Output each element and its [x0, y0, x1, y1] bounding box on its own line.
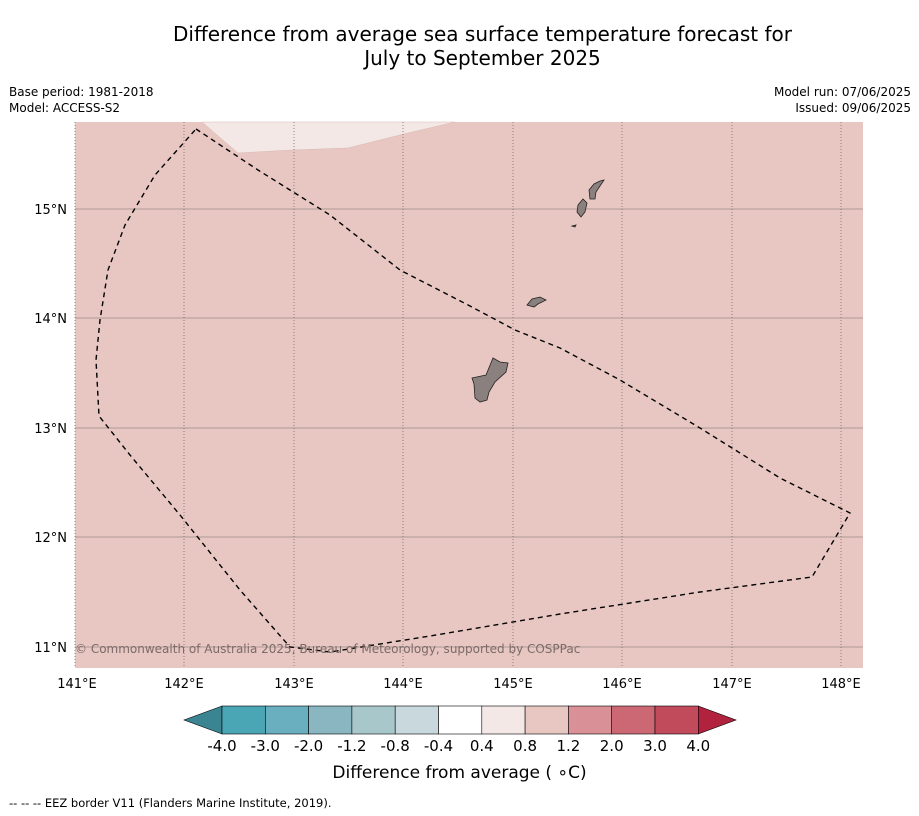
sst-anomaly-patch	[201, 121, 456, 154]
lat-label-13: 13°N	[34, 422, 67, 437]
colorbar-tick-label: 3.0	[643, 737, 667, 755]
colorbar-segment	[308, 705, 353, 735]
title-line-1: Difference from average sea surface temp…	[172, 22, 792, 46]
eez-legend-note: -- -- -- EEZ border V11 (Flanders Marine…	[9, 796, 332, 810]
colorbar-segment	[524, 705, 569, 735]
lon-label-143: 143°E	[274, 677, 314, 692]
meta-right: Model run: 07/06/2025 Issued: 09/06/2025	[774, 84, 911, 116]
colorbar-tick-label: 0.4	[470, 737, 494, 755]
title-line-2: July to September 2025	[364, 46, 601, 70]
colorbar-tick-label: -4.0	[207, 737, 236, 755]
colorbar-tick-label: -1.2	[337, 737, 366, 755]
colorbar-extend-low	[183, 705, 223, 735]
colorbar-tick-label: 4.0	[686, 737, 710, 755]
colorbar-segment	[264, 705, 309, 735]
colorbar-segment	[438, 705, 483, 735]
colorbar-segment	[394, 705, 439, 735]
lon-label-148: 148°E	[821, 677, 861, 692]
colorbar-tick-label: -2.0	[294, 737, 323, 755]
land-masses	[471, 179, 605, 403]
lat-label-14: 14°N	[34, 312, 67, 327]
latitude-labels: 15°N 14°N 13°N 12°N 11°N	[34, 203, 67, 656]
base-period: Base period: 1981-2018	[9, 85, 154, 99]
model-run: Model run: 07/06/2025	[773, 85, 911, 99]
colorbar-segment	[221, 705, 266, 735]
tinian-island	[576, 198, 588, 218]
colorbar-segment	[351, 705, 396, 735]
longitude-labels: 141°E 142°E 143°E 144°E 145°E 146°E 147°…	[57, 677, 861, 692]
rota-island	[526, 296, 547, 308]
lat-label-15: 15°N	[34, 203, 67, 218]
aguijan-islet	[570, 224, 577, 228]
colorbar-segment	[611, 705, 656, 735]
colorbar-tick-label: 2.0	[600, 737, 624, 755]
lon-label-147: 147°E	[712, 677, 752, 692]
colorbar-tick-label: -0.4	[424, 737, 453, 755]
guam-island	[471, 357, 509, 403]
model-name: Model: ACCESS-S2	[9, 101, 121, 115]
colorbar-tick-label: -0.8	[381, 737, 410, 755]
chart-title: Difference from average sea surface temp…	[75, 22, 890, 70]
lon-label-141: 141°E	[57, 677, 97, 692]
map-graticule	[74, 122, 863, 668]
colorbar-label: Difference from average ( ∘C)	[332, 763, 587, 783]
lat-label-12: 12°N	[34, 531, 67, 546]
colorbar-segment	[568, 705, 613, 735]
colorbar-tick-label: -3.0	[251, 737, 280, 755]
colorbar-extend-high	[697, 705, 737, 735]
lon-label-142: 142°E	[164, 677, 204, 692]
eez-border	[95, 128, 851, 653]
saipan-island	[588, 179, 605, 200]
meta-left: Base period: 1981-2018 Model: ACCESS-S2	[9, 84, 154, 116]
issued-date: Issued: 09/06/2025	[795, 101, 911, 115]
lon-label-146: 146°E	[602, 677, 642, 692]
colorbar-segment	[481, 705, 526, 735]
lat-label-11: 11°N	[34, 641, 67, 656]
colorbar: -4.0 -3.0 -2.0 -1.2 -0.8 -0.4 0.4 0.8 1.2 2.0 3.0 4…	[183, 705, 737, 755]
colorbar-tick-label: 0.8	[513, 737, 537, 755]
lon-label-144: 144°E	[383, 677, 423, 692]
copyright-text: © Commonwealth of Australia 2025, Bureau…	[75, 642, 580, 656]
lon-label-145: 145°E	[493, 677, 533, 692]
colorbar-segment	[654, 705, 699, 735]
colorbar-tick-label: 1.2	[556, 737, 580, 755]
